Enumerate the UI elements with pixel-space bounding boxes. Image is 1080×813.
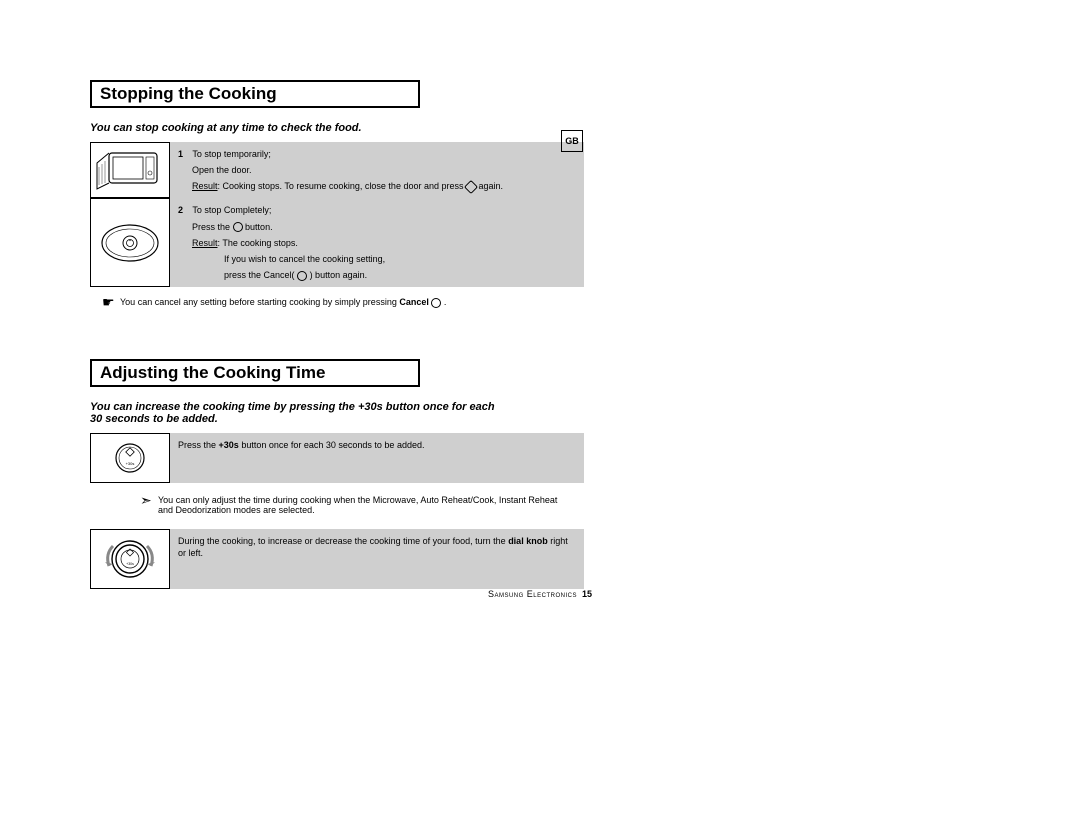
heading-adjusting: Adjusting the Cooking Time	[90, 359, 420, 387]
step-2-extra2-pre: press the Cancel(	[224, 270, 297, 280]
box-30s-body: Press the +30s button once for each 30 s…	[170, 433, 584, 483]
illus-30s-button: +30s	[90, 433, 170, 483]
intro2-pre: You can increase the cooking time by pre…	[90, 401, 358, 413]
step-1-num: 1	[178, 148, 190, 160]
step-1-title: To stop temporarily;	[192, 149, 271, 159]
intro-stopping: You can stop cooking at any time to chec…	[90, 122, 584, 134]
illus-microwave-open	[90, 142, 170, 198]
step-1-row: 1 To stop temporarily; Open the door. Re…	[90, 142, 584, 198]
step-2-num: 2	[178, 204, 190, 216]
step-2-result: : The cooking stops.	[218, 238, 298, 248]
step-1-result-label: Result	[192, 181, 218, 191]
intro-adjusting: You can increase the cooking time by pre…	[90, 401, 584, 425]
box-dial: +30s During the cooking, to increase or …	[90, 529, 584, 589]
note-cancel-pre: You can cancel any setting before starti…	[120, 297, 399, 307]
box1-bold: +30s	[219, 440, 239, 450]
cancel-icon-2	[297, 271, 307, 281]
box1-pre: Press the	[178, 440, 219, 450]
note-cancel-post: .	[444, 297, 447, 307]
box2-pre: During the cooking, to increase or decre…	[178, 536, 508, 546]
box-dial-body: During the cooking, to increase or decre…	[170, 529, 584, 589]
cancel-icon	[233, 222, 243, 232]
step-2-line1-post: button.	[245, 222, 273, 232]
note-cancel-bold: Cancel	[399, 297, 429, 307]
step-2-line1-pre: Press the	[192, 222, 233, 232]
intro2-mid: button once for each	[383, 401, 495, 413]
illus-dial-knob: +30s	[90, 529, 170, 589]
section-adjusting: Adjusting the Cooking Time You can incre…	[90, 359, 584, 589]
heading-stopping: Stopping the Cooking	[90, 80, 420, 108]
svg-text:+30s: +30s	[126, 562, 134, 566]
step-2-body: 2 To stop Completely; Press the button. …	[170, 198, 584, 287]
pointer-icon: ☛	[102, 295, 120, 309]
section-stopping: Stopping the Cooking You can stop cookin…	[90, 80, 584, 309]
note-cancel: ☛ You can cancel any setting before star…	[102, 295, 584, 309]
step-2-extra2-post: ) button again.	[310, 270, 368, 280]
step-2-row: 2 To stop Completely; Press the button. …	[90, 198, 584, 287]
cancel-icon-3	[431, 298, 441, 308]
footer-brand: Samsung Electronics	[488, 589, 577, 599]
footer-page: 15	[582, 589, 592, 599]
intro2-line2: 30 seconds to be added.	[90, 413, 218, 425]
step-2-result-label: Result	[192, 238, 218, 248]
step-2-extra1: If you wish to cancel the cooking settin…	[224, 253, 576, 265]
step-1-body: 1 To stop temporarily; Open the door. Re…	[170, 142, 584, 198]
box1-post: button once for each 30 seconds to be ad…	[241, 440, 424, 450]
language-badge: GB	[561, 130, 583, 152]
illus-cancel-button	[90, 198, 170, 287]
step-1-result: : Cooking stops. To resume cooking, clos…	[218, 181, 466, 191]
note-modes: ➣ You can only adjust the time during co…	[140, 493, 570, 515]
start-icon	[464, 180, 478, 194]
intro2-bold: +30s	[358, 401, 383, 413]
note-modes-text: You can only adjust the time during cook…	[158, 493, 570, 515]
step-1-result-suffix: again.	[479, 181, 504, 191]
step-2-title: To stop Completely;	[192, 205, 271, 215]
step-1-line1: Open the door.	[192, 164, 576, 176]
svg-text:+30s: +30s	[126, 461, 135, 466]
arrowhead-icon: ➣	[140, 493, 158, 507]
box2-bold: dial knob	[508, 536, 548, 546]
page-footer: Samsung Electronics 15	[0, 589, 1080, 599]
box-30s: +30s Press the +30s button once for each…	[90, 433, 584, 483]
